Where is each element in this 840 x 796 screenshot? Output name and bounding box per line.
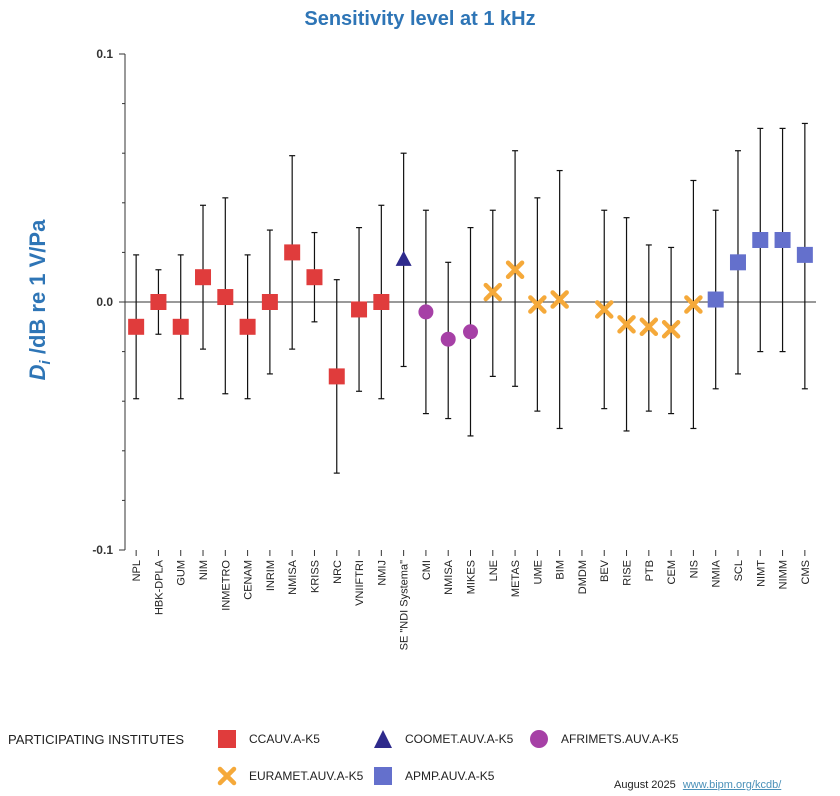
legend-label: CCAUV.A-K5 [249,732,320,746]
data-point [463,324,478,340]
legend-item-ccauv: CCAUV.A-K5 [217,729,320,749]
x-tick-label: INMETRO [220,560,232,611]
x-tick-label: NMISA [443,559,455,595]
legend-label: APMP.AUV.A-K5 [405,769,495,783]
data-point [261,294,278,310]
data-markers [128,232,813,385]
data-point [217,289,234,306]
chart-canvas: 0.1 0.0 -0.1 NPL HBK-DPLA GUM NIM INMETRO CENAM… [25,47,816,650]
data-point [639,317,659,337]
x-tick-label: MIKES [466,560,478,594]
x-tick-label: LNE [488,560,500,581]
legend-title: PARTICIPATING INSTITUTES [8,732,184,747]
data-point [418,304,434,320]
data-point [729,254,746,271]
x-tick-label: NMISA [287,559,299,595]
circle-icon [530,730,548,748]
x-tick-label: DMDM [577,560,589,594]
legend-label: COOMET.AUV.A-K5 [405,732,514,746]
x-tick-label: BEV [599,559,611,582]
data-point [440,331,456,347]
axes: 0.1 0.0 -0.1 [92,47,816,557]
y-tick-label: 0.1 [96,47,113,61]
footer-date: August 2025 [614,779,676,791]
legend-item-euramet: EURAMET.AUV.A-K5 [217,766,363,786]
data-point [617,315,636,334]
cross-icon [217,766,237,786]
x-tick-label: RISE [622,560,634,586]
x-tick-label: NRC [332,560,344,584]
data-point [351,301,368,318]
x-tick-label: CENAM [243,560,255,600]
data-point [796,246,813,263]
error-bars [133,122,808,474]
y-tick-label: -0.1 [92,543,113,557]
data-point [594,300,614,319]
x-tick-label: NIMT [755,560,767,587]
x-tick-labels: NPL HBK-DPLA GUM NIM INMETRO CENAM INRIM NMISA K… [131,559,812,650]
x-tick-label: NMIJ [376,560,388,586]
data-point [528,295,547,314]
data-point [505,260,525,280]
x-tick-label: METAS [510,560,522,597]
x-tick-label: SE "NDI Systema" [399,560,411,650]
data-point [328,368,345,385]
y-axis-label: Di /dB re 1 V/Pa [25,219,54,380]
x-tick-label: NIMM [778,560,790,589]
legend-item-coomet: COOMET.AUV.A-K5 [373,729,513,749]
legend-item-apmp: APMP.AUV.A-K5 [373,766,494,786]
x-tick-label: NPL [131,560,143,581]
legend-label: AFRIMETS.AUV.A-K5 [561,732,679,746]
legend-label: EURAMET.AUV.A-K5 [249,769,364,783]
data-point [550,290,569,309]
x-tick-label: NIM [198,560,210,580]
footer: August 2025 www.bipm.org/kcdb/ [614,779,781,791]
data-point [373,294,390,310]
x-tick-label: CMS [800,560,812,584]
kcdb-link[interactable]: www.bipm.org/kcdb/ [682,779,782,791]
x-tick-label: SCL [733,560,745,581]
x-tick-label: CMI [421,560,433,580]
x-tick-label: HBK-DPLA [153,559,165,615]
data-point [774,232,791,248]
data-point [483,282,503,302]
y-tick-label: 0.0 [96,295,113,309]
data-point [239,318,256,335]
triangle-icon [374,730,392,748]
x-tick-label: BIM [555,560,567,580]
data-point [195,269,212,286]
x-tick-label: KRISS [309,560,321,593]
data-point [284,244,301,261]
data-point [661,320,681,339]
data-point [395,250,412,266]
data-point [684,295,703,314]
data-point [752,232,769,248]
x-tick-label: PTB [644,560,656,581]
x-tick-label: VNIIFTRI [354,560,366,606]
x-tick-label: INRIM [265,560,277,591]
x-tick-label: GUM [176,560,188,586]
data-point [306,269,323,286]
x-tick-label: NMIA [711,559,723,587]
x-tick-label: NIS [688,560,700,578]
data-point [128,318,145,335]
data-point [172,318,189,335]
data-point [707,291,724,308]
red-square-icon [218,730,236,748]
x-tick-label: UME [532,560,544,584]
chart-title: Sensitivity level at 1 kHz [304,8,536,30]
legend-item-afrimets: AFRIMETS.AUV.A-K5 [529,729,679,749]
blue-square-icon [374,767,392,785]
x-tick-label: CEM [666,560,678,584]
data-point [150,294,167,310]
